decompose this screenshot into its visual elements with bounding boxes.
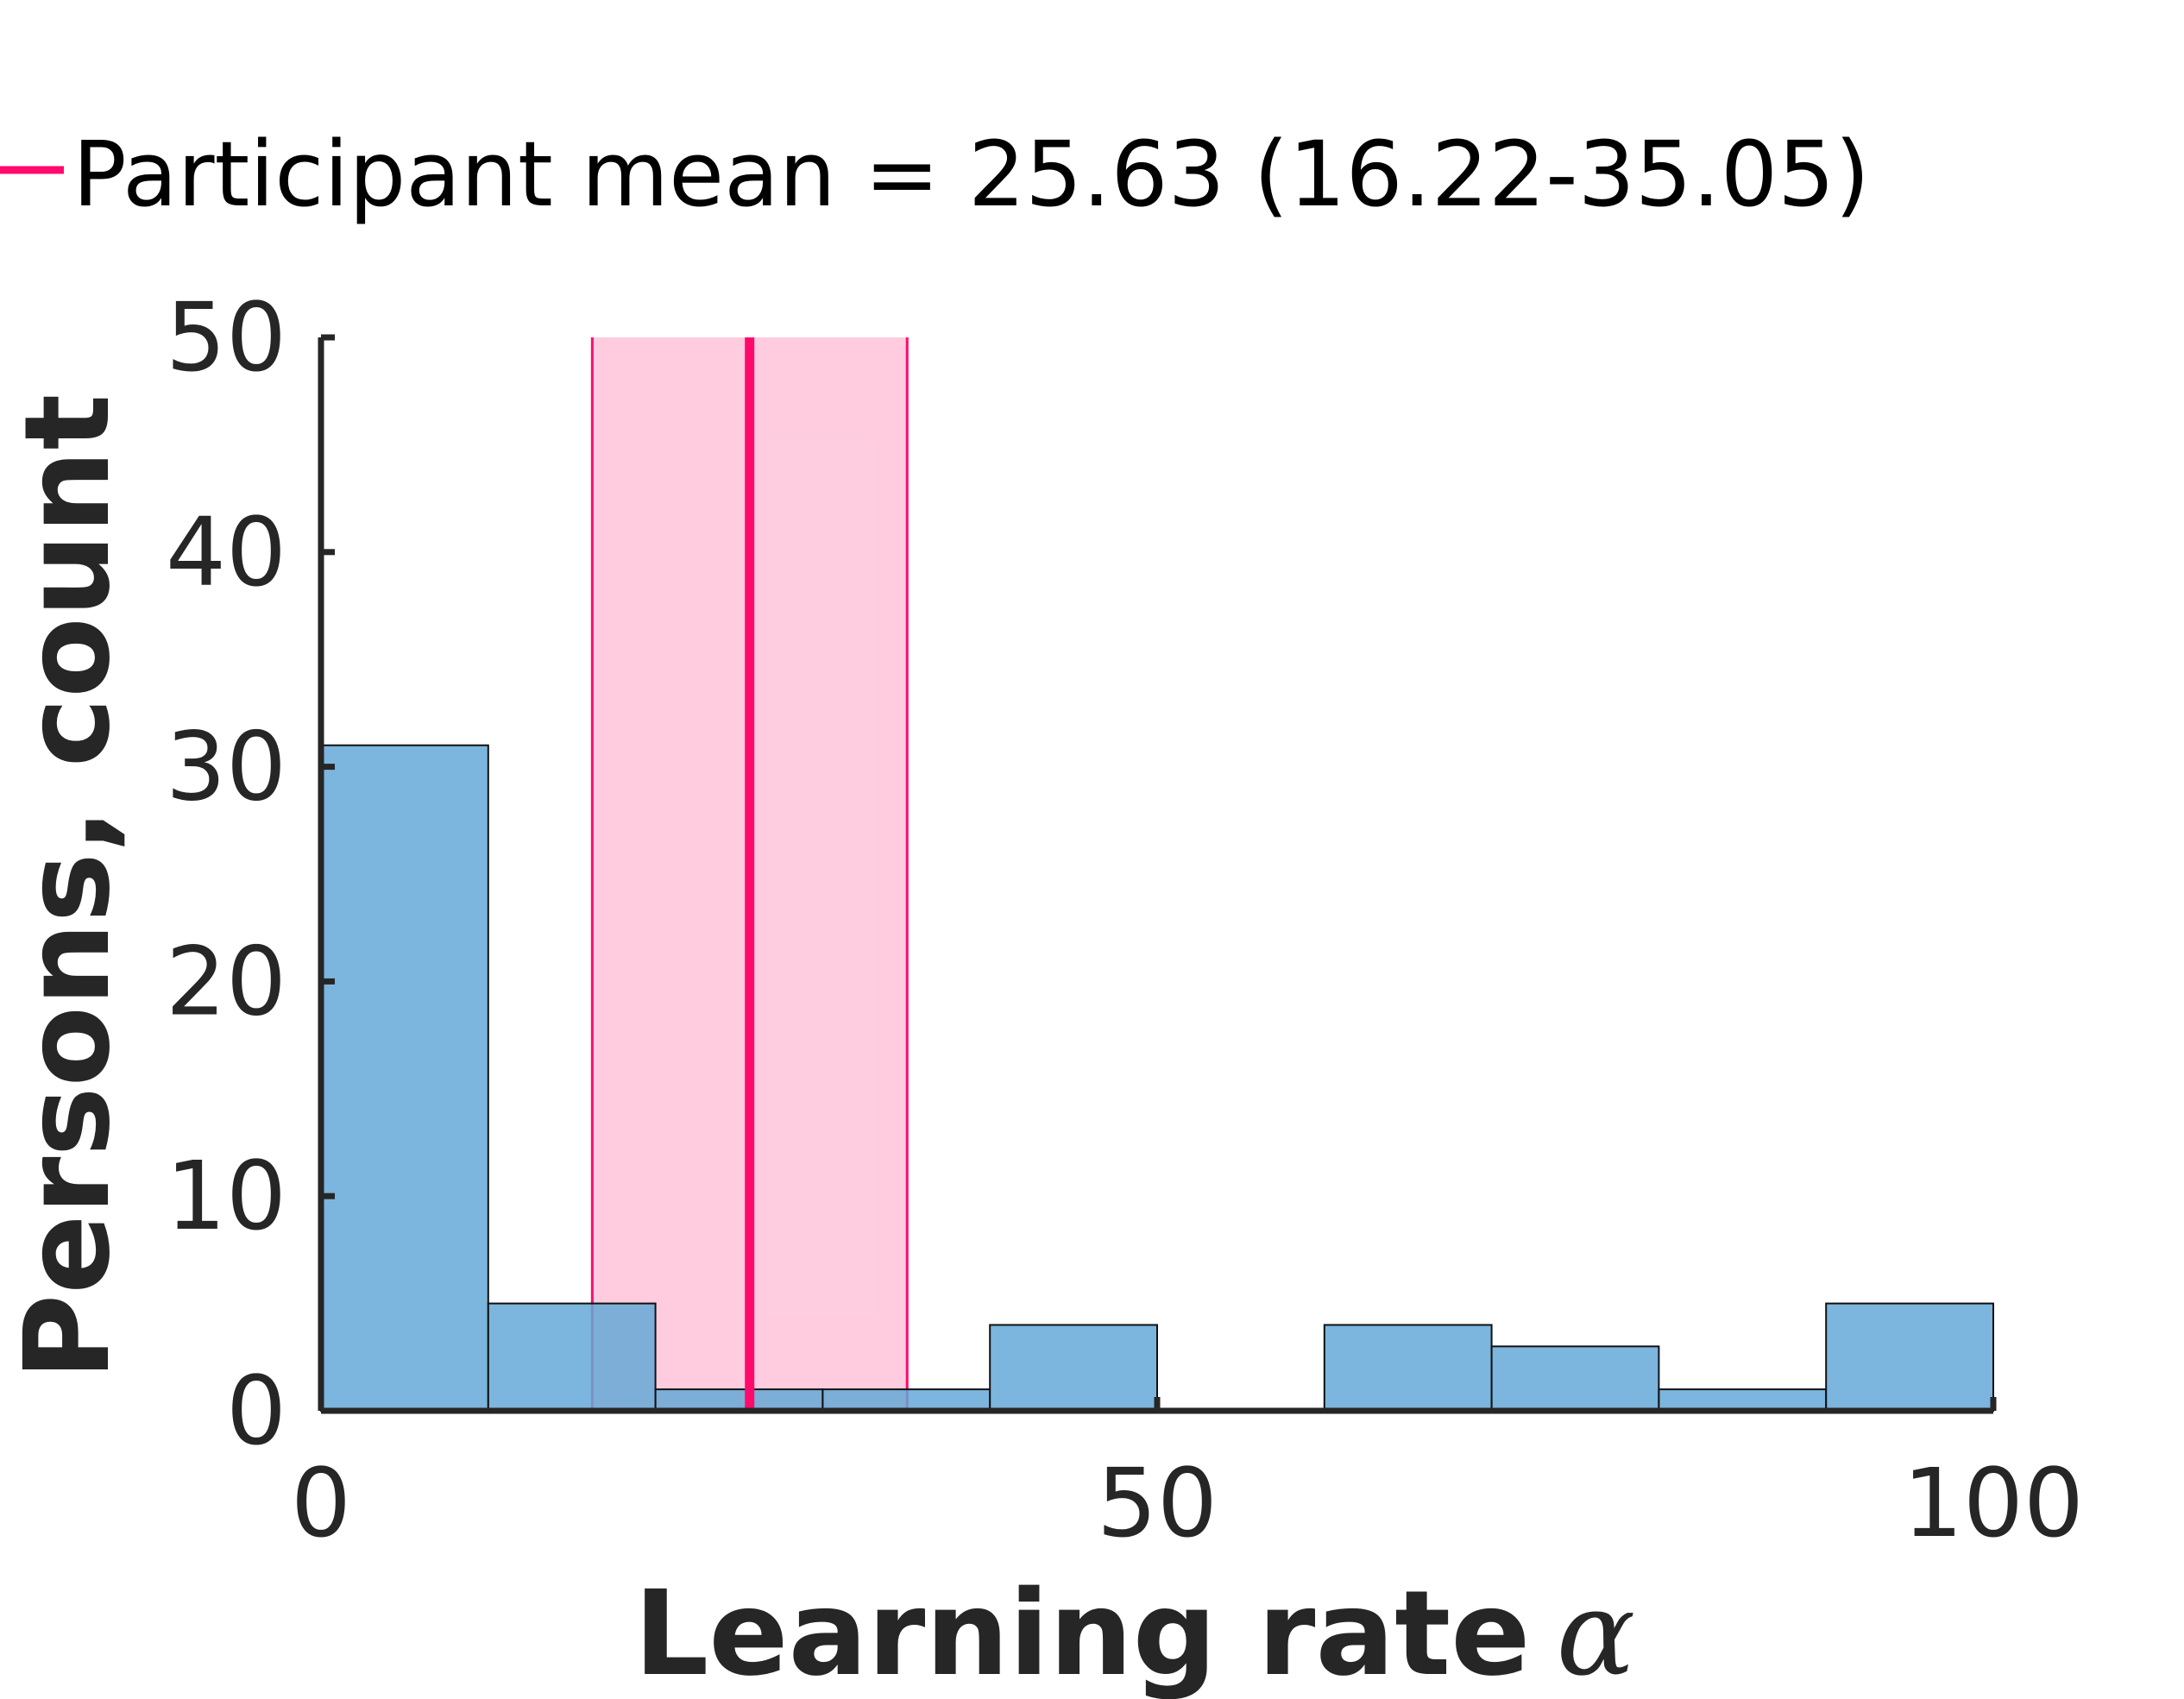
x-axis-label: Learning rate: [634, 1566, 1531, 1699]
x-axis-symbol: α: [1556, 1566, 1635, 1699]
y-tick-label: 30: [166, 712, 286, 822]
histogram-bar: [320, 744, 489, 1412]
x-axis-title: Learning rate α: [634, 1566, 1636, 1699]
legend-label: Participant mean = 25.63 (16.22-35.05): [72, 122, 1870, 227]
histogram-bar: [487, 1302, 657, 1412]
y-tick-label: 20: [166, 926, 286, 1036]
histogram-bar: [821, 1388, 991, 1412]
histogram-bar: [1658, 1388, 1828, 1412]
y-tick-label: 10: [166, 1141, 286, 1251]
y-axis-title: Persons, count: [0, 394, 136, 1381]
axes-layer: [318, 334, 1997, 1414]
y-tick-label: 50: [166, 282, 286, 393]
x-tick-label: 100: [1903, 1448, 2084, 1558]
bars-layer: [320, 744, 1994, 1412]
histogram-bar: [1323, 1324, 1493, 1412]
histogram-bar: [654, 1388, 824, 1412]
tick-labels-layer: 0 10 20 30 40 50 0 50 100: [166, 282, 2084, 1558]
histogram-bar: [1825, 1302, 1994, 1412]
x-tick-label: 0: [291, 1448, 351, 1558]
histogram-bar: [989, 1324, 1158, 1412]
x-tick-label: 50: [1097, 1448, 1218, 1558]
histogram-bar: [1490, 1345, 1660, 1412]
y-tick-label: 0: [226, 1356, 286, 1466]
y-tick-label: 40: [166, 497, 286, 607]
